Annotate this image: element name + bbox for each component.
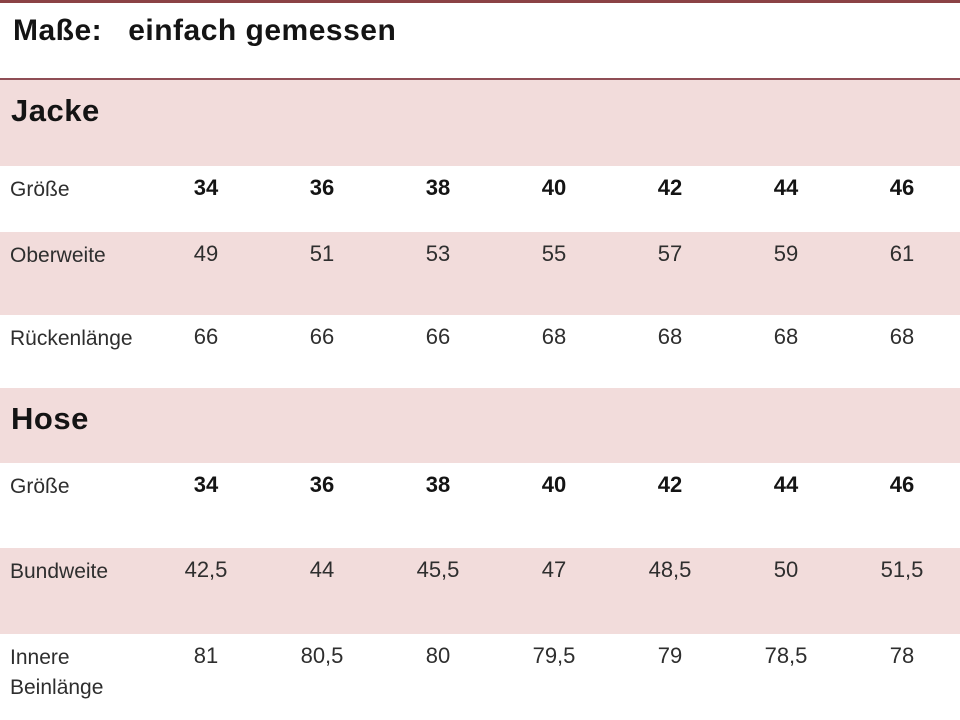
measurement-value: 66 xyxy=(309,324,335,349)
measurement-value: 53 xyxy=(425,241,451,266)
measurement-value: 81 xyxy=(193,643,219,668)
measurement-value: 51 xyxy=(309,241,335,266)
size-value: 34 xyxy=(193,175,219,200)
size-value: 38 xyxy=(425,175,451,200)
size-value: 42 xyxy=(657,472,683,497)
measurement-value: 49 xyxy=(193,241,219,266)
measurement-value: 48,5 xyxy=(648,557,692,582)
table-row-jacke-rueckenlaenge: Rückenlänge 66 66 66 68 68 68 68 xyxy=(0,315,960,388)
measurement-value: 44 xyxy=(309,557,335,582)
measurement-value: 66 xyxy=(193,324,219,349)
row-label: Größe xyxy=(10,475,70,498)
size-value: 44 xyxy=(773,175,799,200)
section-hose: Hose Größe 34 36 38 40 42 44 46 Bundweit… xyxy=(0,388,960,720)
table-row-hose-beinlaenge: Innere Beinlänge 81 80,5 80 79,5 79 78,5… xyxy=(0,634,960,720)
measurement-value: 57 xyxy=(657,241,683,266)
size-value: 46 xyxy=(889,472,915,497)
page-title: Maße: einfach gemessen xyxy=(0,3,960,48)
measurement-value: 47 xyxy=(541,557,567,582)
row-label: Rückenlänge xyxy=(10,327,133,350)
table-row-jacke-groesse: Größe 34 36 38 40 42 44 46 xyxy=(0,166,960,232)
size-value: 40 xyxy=(541,175,567,200)
measurement-value: 66 xyxy=(425,324,451,349)
measurement-value: 80 xyxy=(425,643,451,668)
row-label: Oberweite xyxy=(10,244,106,267)
size-value: 38 xyxy=(425,472,451,497)
size-value: 34 xyxy=(193,472,219,497)
title-text: einfach gemessen xyxy=(128,14,397,47)
measurement-value: 45,5 xyxy=(416,557,460,582)
size-value: 40 xyxy=(541,472,567,497)
row-label: Innere Beinlänge xyxy=(10,646,104,699)
measurement-value: 59 xyxy=(773,241,799,266)
table-row-jacke-oberweite: Oberweite 49 51 53 55 57 59 61 xyxy=(0,232,960,315)
measurement-value: 50 xyxy=(773,557,799,582)
size-value: 44 xyxy=(773,472,799,497)
measurement-value: 79 xyxy=(657,643,683,668)
measurement-value: 51,5 xyxy=(880,557,924,582)
measurement-value: 68 xyxy=(773,324,799,349)
row-label: Bundweite xyxy=(10,560,109,583)
measurement-value: 55 xyxy=(541,241,567,266)
size-value: 36 xyxy=(309,472,335,497)
row-label: Größe xyxy=(10,178,70,201)
section-header-hose: Hose xyxy=(0,388,960,463)
measurement-value: 68 xyxy=(889,324,915,349)
measurement-value: 79,5 xyxy=(532,643,576,668)
measurement-value: 42,5 xyxy=(184,557,228,582)
size-value: 42 xyxy=(657,175,683,200)
title-bar: Maße: einfach gemessen xyxy=(0,0,960,80)
size-value: 46 xyxy=(889,175,915,200)
measurement-value: 78 xyxy=(889,643,915,668)
section-jacke: Jacke Größe 34 36 38 40 42 44 46 Oberwei… xyxy=(0,80,960,388)
size-value: 36 xyxy=(309,175,335,200)
measurement-value: 61 xyxy=(889,241,915,266)
section-header-jacke: Jacke xyxy=(0,80,960,166)
title-label: Maße: xyxy=(13,14,103,47)
table-row-hose-groesse: Größe 34 36 38 40 42 44 46 xyxy=(0,463,960,548)
measurement-value: 80,5 xyxy=(300,643,344,668)
measurement-value: 68 xyxy=(657,324,683,349)
measurement-value: 68 xyxy=(541,324,567,349)
measurement-value: 78,5 xyxy=(764,643,808,668)
table-row-hose-bundweite: Bundweite 42,5 44 45,5 47 48,5 50 51,5 xyxy=(0,548,960,634)
